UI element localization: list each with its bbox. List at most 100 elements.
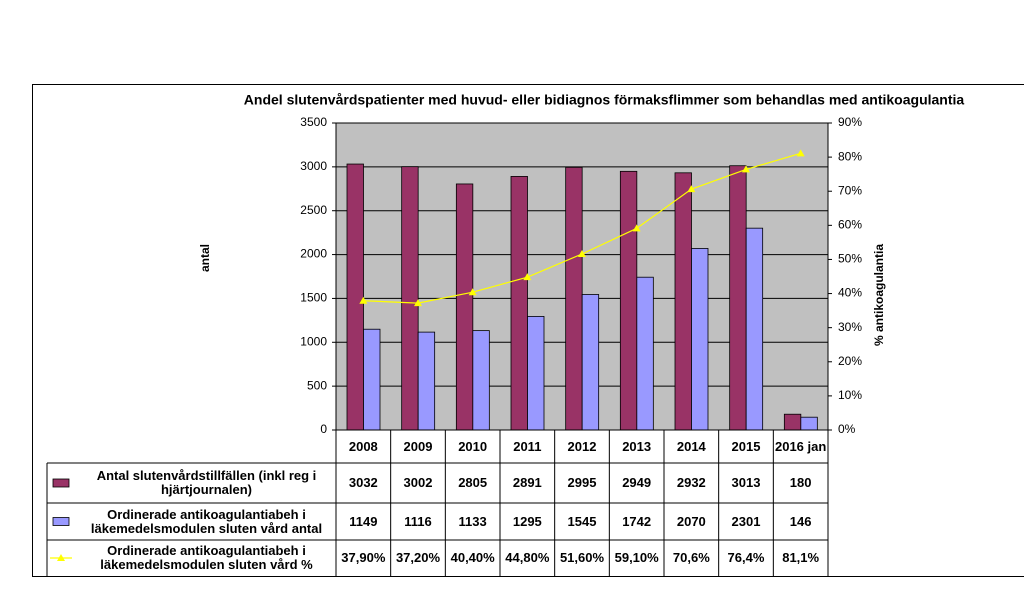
y-tick-label: 2500 [300, 203, 327, 217]
x-tick-label-box: 2011 [500, 430, 555, 463]
legend-label: Ordinerade antikoagulantiabeh i läkemede… [47, 540, 336, 576]
y2-tick-label: 40% [838, 286, 862, 300]
y-tick-label: 3500 [300, 115, 327, 129]
data-label-box: 2805 [445, 463, 500, 503]
data-label: 1149 [336, 503, 391, 540]
x-tick-label-box: 2012 [555, 430, 610, 463]
x-tick-label: 2011 [500, 430, 555, 463]
bar [347, 164, 364, 430]
data-label: 1116 [391, 503, 446, 540]
data-label: 76,4% [719, 540, 774, 576]
bar [620, 171, 637, 430]
bar [418, 332, 435, 430]
data-label-box: 2995 [555, 463, 610, 503]
bar [746, 228, 763, 430]
data-label-box: 1295 [500, 503, 555, 540]
legend-label-box: Ordinerade antikoagulantiabeh i läkemede… [47, 503, 336, 540]
data-label: 40,40% [445, 540, 500, 576]
y-tick-label: 3000 [300, 159, 327, 173]
x-tick-label-box: 2010 [445, 430, 500, 463]
data-label-box: 81,1% [773, 540, 828, 576]
x-tick-label: 2013 [609, 430, 664, 463]
data-label: 1545 [555, 503, 610, 540]
data-label-box: 1545 [555, 503, 610, 540]
y-tick-label: 0 [320, 422, 327, 436]
x-tick-label-box: 2008 [336, 430, 391, 463]
bar [637, 277, 654, 430]
data-label: 2949 [609, 463, 664, 503]
y2-tick-label: 70% [838, 183, 862, 197]
x-tick-label: 2008 [336, 430, 391, 463]
bar [801, 417, 818, 430]
data-label: 3002 [391, 463, 446, 503]
data-label: 180 [773, 463, 828, 503]
data-label: 59,10% [609, 540, 664, 576]
x-tick-label: 2014 [664, 430, 719, 463]
data-label-box: 44,80% [500, 540, 555, 576]
data-label-box: 76,4% [719, 540, 774, 576]
y2-tick-label: 30% [838, 320, 862, 334]
x-tick-label: 2012 [555, 430, 610, 463]
x-tick-label: 2016 jan [773, 430, 828, 463]
data-label: 51,60% [555, 540, 610, 576]
bar [528, 316, 545, 430]
data-label-box: 51,60% [555, 540, 610, 576]
bar [511, 176, 528, 430]
data-label: 3032 [336, 463, 391, 503]
legend-swatch [53, 479, 69, 487]
data-label-box: 3013 [719, 463, 774, 503]
data-label: 81,1% [773, 540, 828, 576]
y2-tick-label: 50% [838, 252, 862, 266]
data-label: 37,90% [336, 540, 391, 576]
bar [675, 173, 692, 430]
y-tick-label: 2000 [300, 247, 327, 261]
bar [402, 167, 419, 430]
data-label-box: 40,40% [445, 540, 500, 576]
data-label: 146 [773, 503, 828, 540]
x-tick-label-box: 2015 [719, 430, 774, 463]
y-tick-label: 1500 [300, 291, 327, 305]
data-label-box: 3032 [336, 463, 391, 503]
bar [730, 166, 747, 430]
data-label: 3013 [719, 463, 774, 503]
data-label: 70,6% [664, 540, 719, 576]
data-label-box: 1149 [336, 503, 391, 540]
bar [582, 294, 599, 430]
data-label: 1295 [500, 503, 555, 540]
data-label-box: 2932 [664, 463, 719, 503]
bar [566, 167, 583, 430]
data-label: 1742 [609, 503, 664, 540]
y2-tick-label: 0% [838, 422, 856, 436]
legend-label: Antal slutenvårdstillfällen (inkl reg i … [47, 463, 336, 503]
y2-tick-label: 20% [838, 354, 862, 368]
y-axis-label: antal [198, 244, 212, 272]
legend-label-box: Antal slutenvårdstillfällen (inkl reg i … [47, 463, 336, 503]
data-label-box: 2301 [719, 503, 774, 540]
data-label-box: 2070 [664, 503, 719, 540]
bar [692, 248, 709, 430]
data-label-box: 3002 [391, 463, 446, 503]
y-tick-label: 500 [307, 378, 327, 392]
legend-swatch [53, 518, 69, 526]
data-label-box: 1133 [445, 503, 500, 540]
bar [456, 184, 473, 430]
x-tick-label-box: 2013 [609, 430, 664, 463]
data-label-box: 59,10% [609, 540, 664, 576]
x-tick-label-box: 2016 jan [773, 430, 828, 463]
data-label-box: 37,90% [336, 540, 391, 576]
x-tick-label-box: 2009 [391, 430, 446, 463]
legend-label-box: Ordinerade antikoagulantiabeh i läkemede… [47, 540, 336, 576]
bar [473, 331, 490, 430]
x-tick-label: 2009 [391, 430, 446, 463]
data-label-box: 2949 [609, 463, 664, 503]
bar [784, 414, 801, 430]
data-label: 2301 [719, 503, 774, 540]
data-label-box: 70,6% [664, 540, 719, 576]
chart-title: Andel slutenvårdspatienter med huvud- el… [244, 92, 965, 108]
legend-label: Ordinerade antikoagulantiabeh i läkemede… [47, 503, 336, 540]
data-label-box: 180 [773, 463, 828, 503]
bar [364, 329, 381, 430]
data-label: 2891 [500, 463, 555, 503]
